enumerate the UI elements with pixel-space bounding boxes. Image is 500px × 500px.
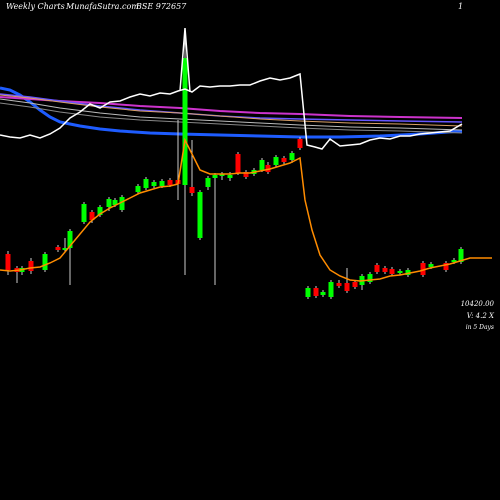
ema-short-line bbox=[0, 137, 492, 282]
candle-body-6 bbox=[62, 248, 68, 250]
candle-body-40 bbox=[336, 283, 342, 286]
candle-body-44 bbox=[367, 274, 373, 282]
site-name: MunafaSutra.com bbox=[66, 2, 139, 11]
candle-body-23 bbox=[205, 178, 211, 187]
candle-body-34 bbox=[289, 153, 295, 160]
candle-body-9 bbox=[89, 212, 95, 220]
moving-average-line-5 bbox=[0, 102, 463, 134]
price-line bbox=[0, 72, 463, 150]
volume-label: V: 4.2 X bbox=[466, 312, 494, 320]
candle-body-37 bbox=[313, 288, 319, 296]
last-price-label: 10420.00 bbox=[460, 300, 494, 308]
candle-body-14 bbox=[135, 186, 141, 192]
candle-body-3 bbox=[28, 261, 34, 271]
candle-body-25 bbox=[219, 174, 225, 176]
candle-body-38 bbox=[320, 292, 326, 295]
candle-body-5 bbox=[55, 247, 61, 250]
candle-body-33 bbox=[281, 158, 287, 162]
candle-body-11 bbox=[106, 199, 112, 207]
candle-body-12 bbox=[112, 200, 118, 205]
candle-body-51 bbox=[428, 264, 434, 267]
candle-body-45 bbox=[374, 265, 380, 272]
candle-body-50 bbox=[420, 263, 426, 275]
candle-body-27 bbox=[235, 154, 241, 173]
period-label: in 5 Days bbox=[465, 324, 494, 331]
candle-body-20 bbox=[182, 58, 188, 185]
candle-body-30 bbox=[259, 160, 265, 170]
candle-body-54 bbox=[458, 249, 464, 262]
moving-average-line-4 bbox=[0, 98, 463, 131]
candle-body-48 bbox=[397, 271, 403, 273]
candle-body-28 bbox=[243, 172, 249, 177]
candle-body-21 bbox=[189, 187, 195, 193]
candle-body-7 bbox=[67, 231, 73, 248]
candle-body-18 bbox=[167, 180, 173, 185]
candle-body-15 bbox=[143, 179, 149, 188]
candle-body-26 bbox=[227, 175, 233, 178]
candle-body-49 bbox=[405, 270, 411, 275]
candle-body-0 bbox=[5, 254, 11, 270]
candle-body-4 bbox=[42, 254, 48, 270]
candle-body-52 bbox=[443, 263, 449, 270]
candle-body-41 bbox=[344, 283, 350, 291]
candle-body-8 bbox=[81, 204, 87, 222]
candle-body-17 bbox=[159, 181, 165, 186]
candle-body-53 bbox=[451, 260, 457, 262]
candle-body-31 bbox=[265, 165, 271, 172]
candle-body-42 bbox=[352, 282, 358, 287]
candle-body-32 bbox=[273, 157, 279, 165]
candle-body-16 bbox=[151, 182, 157, 186]
candle-body-10 bbox=[97, 207, 103, 215]
header-marker: 1 bbox=[458, 2, 464, 11]
candle-body-22 bbox=[197, 192, 203, 238]
chart-type-label: Weekly Charts bbox=[6, 2, 65, 11]
candle-body-39 bbox=[328, 282, 334, 297]
price-spike bbox=[179, 27, 191, 93]
symbol-label: BSE 972657 bbox=[136, 2, 187, 11]
candle-body-47 bbox=[389, 269, 395, 274]
moving-average-line-3 bbox=[0, 94, 463, 127]
candle-body-13 bbox=[119, 197, 125, 210]
candle-body-36 bbox=[305, 288, 311, 297]
candle-body-46 bbox=[382, 268, 388, 272]
candle-body-35 bbox=[297, 139, 303, 148]
moving-average-line-1 bbox=[0, 96, 463, 119]
candle-body-24 bbox=[212, 175, 218, 178]
